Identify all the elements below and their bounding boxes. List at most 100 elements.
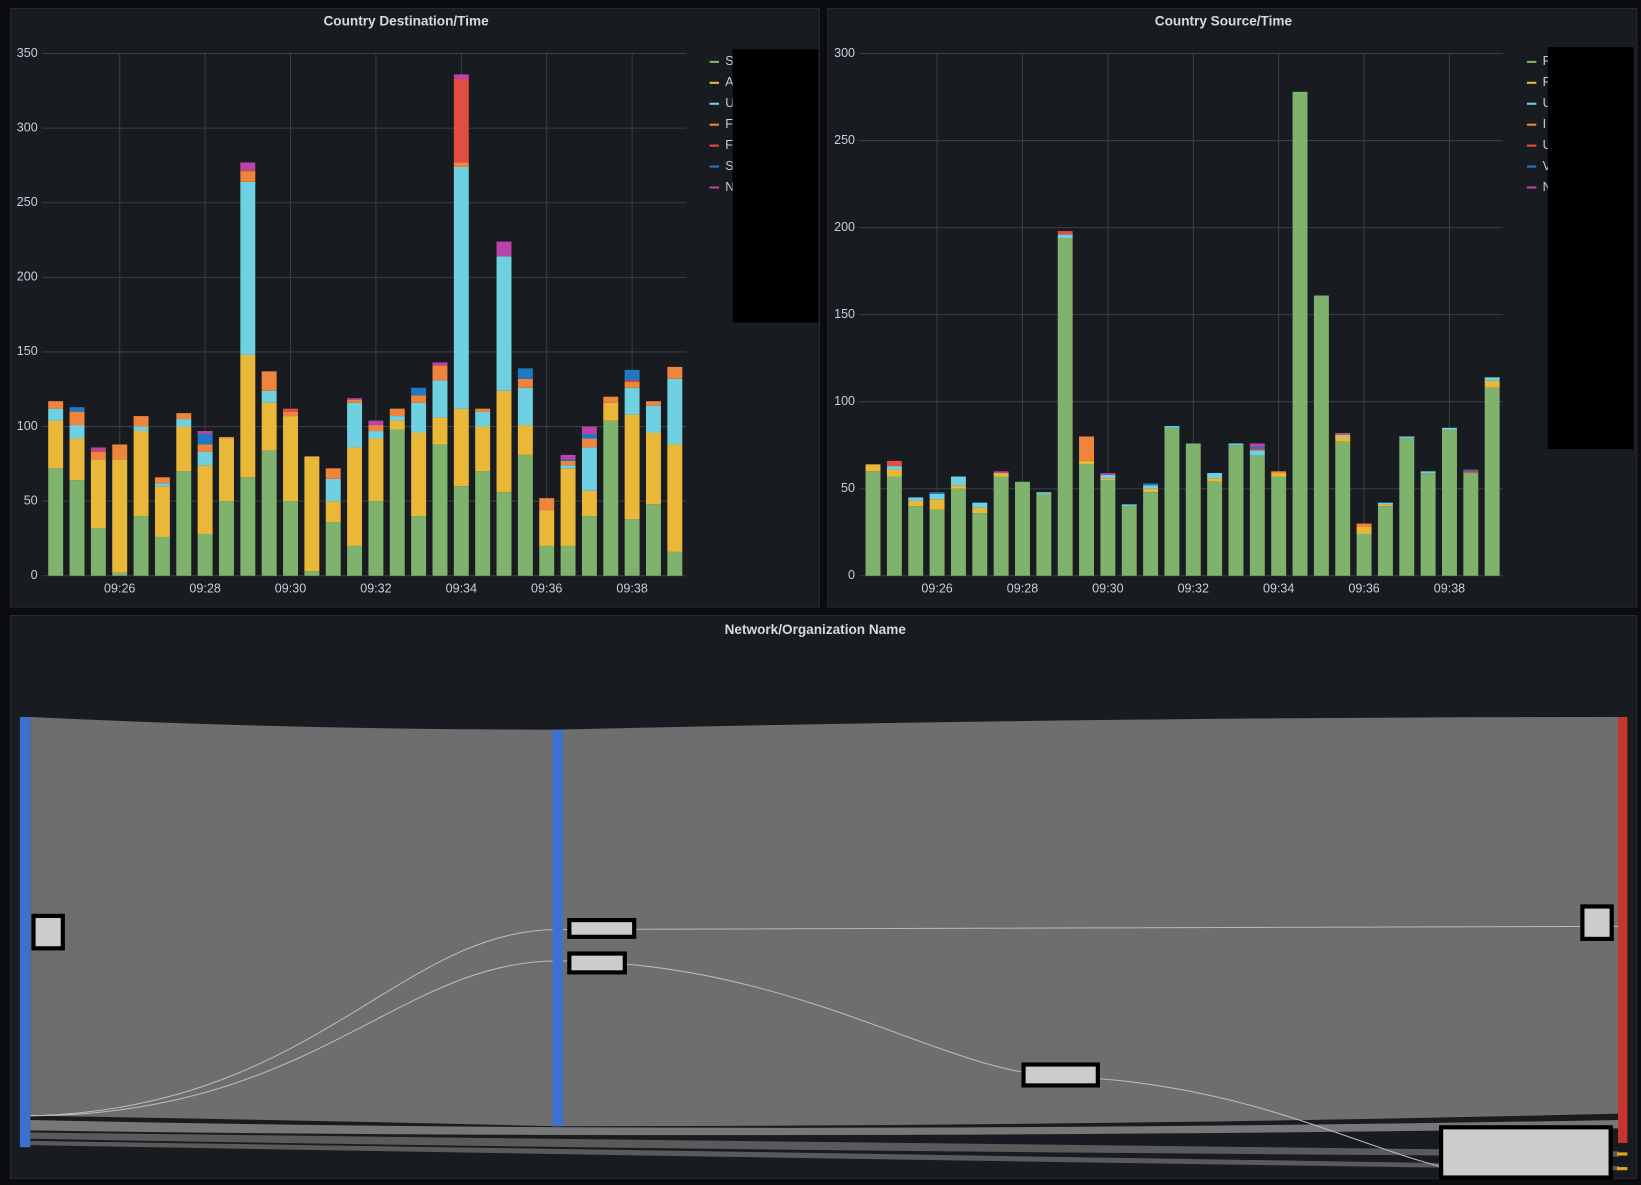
redacted-label xyxy=(567,917,637,939)
y-tick-label: 200 xyxy=(17,270,38,284)
bar-segment xyxy=(69,411,85,426)
bar-segment xyxy=(411,516,427,576)
flow xyxy=(30,1119,1620,1136)
bar-segment xyxy=(112,572,128,576)
bar-segment xyxy=(1313,295,1329,576)
bar-segment xyxy=(560,454,576,460)
node xyxy=(1616,1167,1628,1171)
flow-line xyxy=(30,960,1466,1173)
bar-segment xyxy=(1463,471,1479,474)
legend-label: S xyxy=(725,159,733,173)
bar-segment xyxy=(886,466,902,470)
bar-segment xyxy=(453,166,469,409)
bar-segment xyxy=(133,426,149,432)
legend-label: V xyxy=(1543,159,1552,173)
bar-segment xyxy=(1228,443,1244,446)
bar-segment xyxy=(261,390,277,403)
bar-segment xyxy=(304,571,320,576)
bar-segment xyxy=(475,471,491,576)
bar-segment xyxy=(347,399,363,403)
bar-segment xyxy=(1015,481,1030,576)
bar-segment xyxy=(667,551,683,576)
node xyxy=(1617,717,1628,1143)
bar-segment xyxy=(197,444,213,452)
bar-segment xyxy=(112,459,128,573)
bar-segment xyxy=(1271,473,1287,477)
legend-label: S xyxy=(725,54,733,68)
bar-segment xyxy=(453,486,469,576)
bar-segment xyxy=(667,366,683,379)
y-tick-label: 50 xyxy=(841,481,855,495)
bar-segment xyxy=(1143,492,1159,576)
legend-label: N xyxy=(1543,180,1552,194)
y-tick-label: 250 xyxy=(834,133,855,147)
bar-segment xyxy=(368,425,384,432)
bar-segment xyxy=(1079,436,1095,461)
bar-segment xyxy=(560,460,576,466)
bar-segment xyxy=(517,378,533,388)
bar-segment xyxy=(517,425,533,455)
bar-segment xyxy=(325,522,341,576)
legend-label: F xyxy=(1543,75,1551,89)
bar-segment xyxy=(1100,480,1116,576)
x-tick-label: 09:30 xyxy=(1092,582,1123,596)
bar-segment xyxy=(411,387,427,396)
bar-segment xyxy=(197,465,213,534)
bar-segment xyxy=(325,478,341,502)
bar-segment xyxy=(1356,533,1372,576)
bar-segment xyxy=(1121,506,1137,576)
bar-segment xyxy=(90,528,106,576)
bar-segment xyxy=(1057,238,1073,576)
bar-segment xyxy=(517,368,533,379)
bar-segment xyxy=(197,431,213,435)
legend-label: A xyxy=(725,75,734,89)
bar-segment xyxy=(240,162,256,170)
bar-segment xyxy=(133,431,149,517)
bar-segment xyxy=(972,502,988,508)
bar-segment xyxy=(1249,448,1265,451)
bar-segment xyxy=(176,413,192,420)
bar-segment xyxy=(560,465,576,469)
bar-segment xyxy=(154,486,170,537)
y-tick-label: 250 xyxy=(17,195,38,209)
bar-segment xyxy=(539,545,555,576)
bar-segment xyxy=(347,402,363,448)
flow xyxy=(30,1132,1620,1157)
bar-segment xyxy=(347,447,363,546)
bar-segment xyxy=(865,471,881,576)
bar-segment xyxy=(48,420,64,469)
bar-segment xyxy=(453,408,469,487)
bar-segment xyxy=(304,456,320,572)
bar-segment xyxy=(432,444,448,576)
bar-segment xyxy=(929,509,945,576)
legend-label: N xyxy=(725,180,734,194)
bar-segment xyxy=(48,468,64,576)
bar-segment xyxy=(133,416,149,427)
y-tick-label: 300 xyxy=(17,120,38,134)
bar-segment xyxy=(90,447,106,451)
bar-segment xyxy=(1143,483,1159,486)
y-tick-label: 150 xyxy=(834,307,855,321)
redacted-label xyxy=(1580,904,1614,942)
bar-segment xyxy=(560,468,576,546)
bar-segment xyxy=(453,78,469,163)
bar-segment xyxy=(1377,504,1393,507)
y-tick-label: 100 xyxy=(834,394,855,408)
bar-segment xyxy=(347,545,363,576)
bar-segment xyxy=(1271,471,1287,474)
panel-title: Country Destination/Time xyxy=(323,14,489,29)
bar-segment xyxy=(219,501,234,576)
bar-segment xyxy=(496,256,512,391)
bar-segment xyxy=(645,504,661,576)
bar-segment xyxy=(603,420,619,576)
bar-segment xyxy=(1249,455,1265,576)
bar-segment xyxy=(865,464,881,472)
bar-segment xyxy=(325,501,341,523)
bar-segment xyxy=(219,438,234,502)
bar-segment xyxy=(1207,478,1223,482)
bar-segment xyxy=(197,533,213,576)
bar-segment xyxy=(368,438,384,502)
bar-segment xyxy=(389,408,405,417)
bar-segment xyxy=(240,181,256,355)
